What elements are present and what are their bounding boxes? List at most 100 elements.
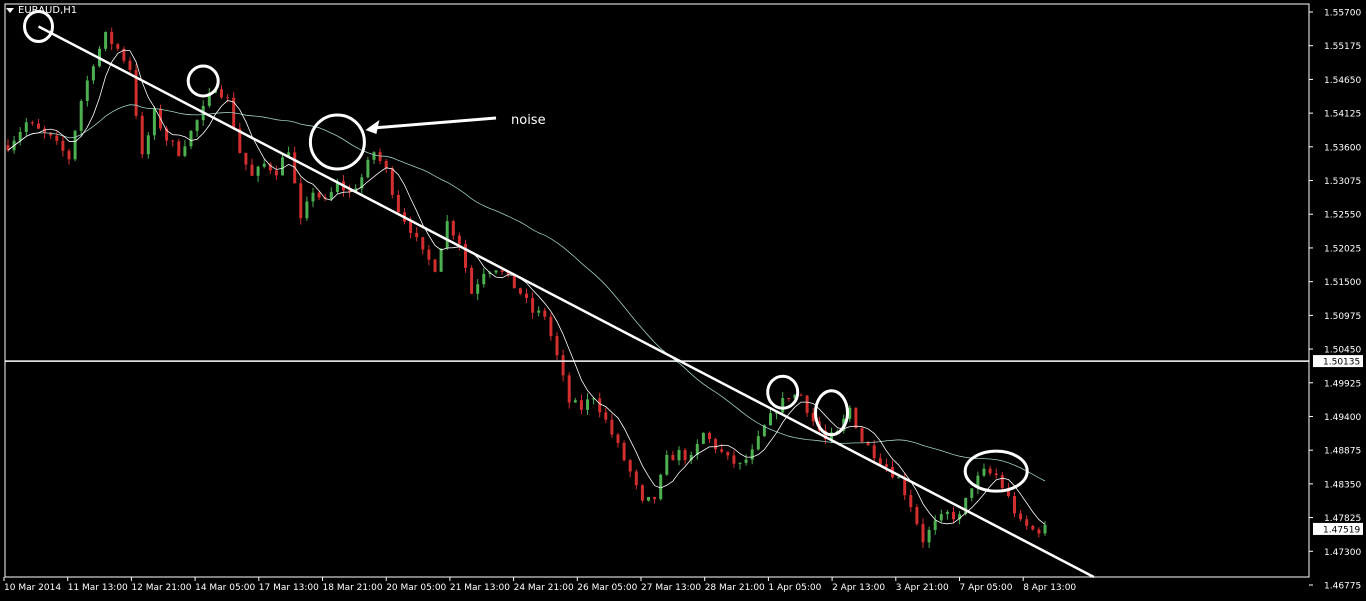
candle-body [543, 310, 547, 317]
symbol-text: EURAUD,H1 [18, 5, 78, 16]
y-tick-label: 1.52025 [1324, 244, 1361, 254]
candle-body [927, 529, 931, 543]
candle-body [1031, 525, 1035, 530]
candle-body [823, 430, 827, 440]
candle-body [281, 157, 284, 176]
candle-body [378, 152, 382, 161]
slow-moving-average-line [7, 104, 1046, 482]
y-tick-label: 1.50975 [1324, 312, 1361, 322]
candle-body [415, 232, 419, 238]
candle-body [512, 274, 516, 289]
candle-body [348, 190, 352, 192]
candle-body [653, 496, 657, 500]
candle-body [439, 248, 443, 272]
candle-body [49, 132, 53, 136]
candle-body [165, 128, 169, 141]
x-tick-label: 24 Mar 21:00 [514, 583, 574, 593]
candle-body [116, 44, 120, 49]
x-tick-label: 1 Apr 05:00 [768, 583, 821, 593]
candle-body [372, 152, 376, 160]
candle-body [561, 355, 565, 376]
candle-body [604, 412, 608, 420]
candle-body [598, 398, 602, 413]
candle-body [506, 271, 510, 275]
candle-body [586, 399, 589, 410]
candle-body [476, 284, 480, 294]
candle-body [427, 249, 431, 260]
candle-body [482, 273, 486, 285]
candle-body [171, 140, 175, 142]
candle-body [409, 221, 413, 233]
candle-body [55, 135, 59, 141]
x-tick-label: 27 Mar 13:00 [641, 583, 701, 593]
y-tick-label: 1.51500 [1324, 278, 1361, 288]
candle-body [195, 120, 199, 131]
y-tick-label: 1.53075 [1324, 177, 1361, 187]
candle-body [884, 464, 888, 467]
candle-body [659, 474, 663, 500]
candle-body [848, 407, 852, 419]
frame-layer [4, 3, 1310, 578]
candle-body [220, 89, 223, 98]
candle-body [750, 449, 754, 460]
candle-body [640, 485, 644, 501]
x-tick-label: 18 Mar 21:00 [323, 583, 383, 593]
candle-body [24, 122, 28, 132]
y-tick-label: 1.47300 [1324, 548, 1361, 558]
candle-body [238, 128, 242, 153]
x-tick-label: 28 Mar 21:00 [705, 583, 765, 593]
y-tick-label: 1.46775 [1324, 582, 1361, 592]
retest-1 [766, 374, 800, 410]
noise-label: noise [511, 113, 546, 128]
hline-price-box [1313, 355, 1363, 368]
candle-body [665, 454, 669, 475]
candle-body [134, 69, 138, 116]
axes-layer: 1.55700 1.55175 1.54650 1.54125 1.53600 1.530… [3, 9, 1363, 593]
candle-body [787, 398, 791, 400]
candle-body [183, 146, 187, 156]
candle-body [799, 394, 803, 396]
retest-2 [814, 389, 849, 437]
candle-body [872, 445, 876, 459]
candle-body [494, 270, 498, 273]
plot-frame [4, 3, 1310, 578]
candle-body [85, 80, 89, 101]
candle-body [244, 152, 248, 165]
candle-body [726, 451, 730, 456]
candle-body [860, 428, 864, 442]
candle-body [329, 192, 333, 199]
candle-body [226, 97, 230, 99]
candle-body [909, 495, 913, 508]
candle-body [610, 419, 614, 435]
symbol-label[interactable]: EURAUD,H1 [6, 5, 77, 16]
candle-body [958, 514, 962, 520]
hline-price-label: 1.50135 [1323, 358, 1360, 368]
x-tick-label: 26 Mar 05:00 [577, 583, 637, 593]
candle-body [701, 432, 705, 444]
x-tick-label: 11 Mar 13:00 [68, 583, 128, 593]
candle-body [537, 310, 541, 313]
x-tick-label: 7 Apr 05:00 [960, 583, 1013, 593]
candle-body [189, 130, 193, 147]
candle-body [457, 235, 461, 245]
y-tick-label: 1.52550 [1324, 211, 1361, 221]
candle-body [708, 432, 711, 440]
y-tick-label: 1.50450 [1324, 346, 1361, 356]
candle-body [671, 454, 675, 461]
candle-body [104, 31, 108, 49]
candle-body [518, 288, 522, 294]
candle-body [335, 181, 339, 193]
fast-moving-average-line [7, 49, 1046, 525]
candle-body [628, 460, 632, 472]
candle-body [1025, 519, 1029, 526]
swing-high-1 [23, 9, 54, 43]
dropdown-triangle-icon[interactable] [6, 8, 14, 13]
candle-body [250, 164, 254, 176]
current-price-label: 1.47519 [1323, 525, 1360, 535]
candle-body [866, 441, 870, 446]
candle-body [1037, 529, 1041, 534]
x-tick-label: 2 Apr 13:00 [832, 583, 885, 593]
candle-body [970, 488, 974, 498]
